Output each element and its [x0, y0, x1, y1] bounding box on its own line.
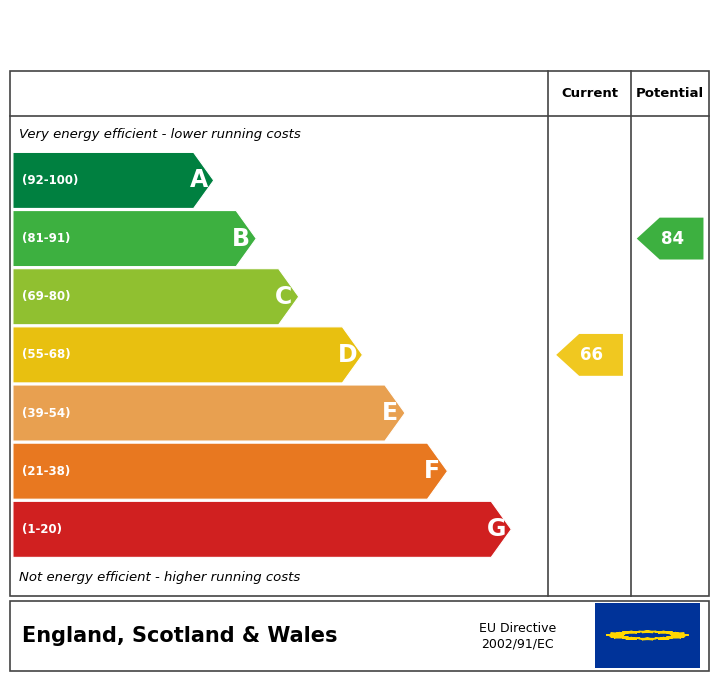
Text: 84: 84 [661, 230, 684, 247]
Text: Current: Current [561, 87, 618, 100]
Text: A: A [190, 168, 208, 193]
Polygon shape [13, 443, 447, 499]
Text: (81-91): (81-91) [22, 232, 70, 245]
Polygon shape [13, 385, 405, 441]
Text: (1-20): (1-20) [22, 523, 62, 536]
Text: (69-80): (69-80) [22, 290, 70, 304]
Polygon shape [13, 268, 299, 324]
Text: (39-54): (39-54) [22, 406, 70, 420]
Polygon shape [667, 633, 684, 634]
Polygon shape [13, 152, 214, 208]
Polygon shape [667, 636, 684, 638]
Text: England, Scotland & Wales: England, Scotland & Wales [22, 626, 337, 646]
Text: Energy Efficiency Rating: Energy Efficiency Rating [14, 23, 416, 51]
Bar [595, 602, 700, 668]
Polygon shape [610, 633, 628, 634]
Polygon shape [606, 634, 624, 636]
Text: Potential: Potential [636, 87, 704, 100]
Text: (21-38): (21-38) [22, 464, 70, 478]
Polygon shape [13, 210, 256, 266]
Polygon shape [13, 502, 511, 558]
Text: Very energy efficient - lower running costs: Very energy efficient - lower running co… [19, 128, 301, 141]
Bar [10, 601, 709, 671]
Text: Not energy efficient - higher running costs: Not energy efficient - higher running co… [19, 571, 300, 584]
Text: E: E [382, 401, 398, 425]
Polygon shape [655, 637, 672, 639]
Text: B: B [232, 226, 250, 251]
Text: (92-100): (92-100) [22, 174, 78, 187]
Text: 66: 66 [580, 346, 603, 364]
Polygon shape [637, 218, 703, 260]
Text: F: F [424, 459, 441, 483]
Text: C: C [275, 285, 292, 309]
Polygon shape [671, 634, 689, 636]
Polygon shape [655, 631, 672, 633]
Polygon shape [623, 637, 640, 639]
Polygon shape [557, 334, 623, 376]
Text: G: G [487, 517, 506, 541]
Text: (55-68): (55-68) [22, 348, 70, 362]
Text: D: D [338, 343, 357, 367]
Polygon shape [610, 636, 628, 638]
Polygon shape [638, 638, 656, 639]
Polygon shape [638, 631, 656, 633]
Polygon shape [13, 327, 362, 383]
Polygon shape [623, 631, 640, 633]
Text: EU Directive
2002/91/EC: EU Directive 2002/91/EC [479, 622, 557, 650]
